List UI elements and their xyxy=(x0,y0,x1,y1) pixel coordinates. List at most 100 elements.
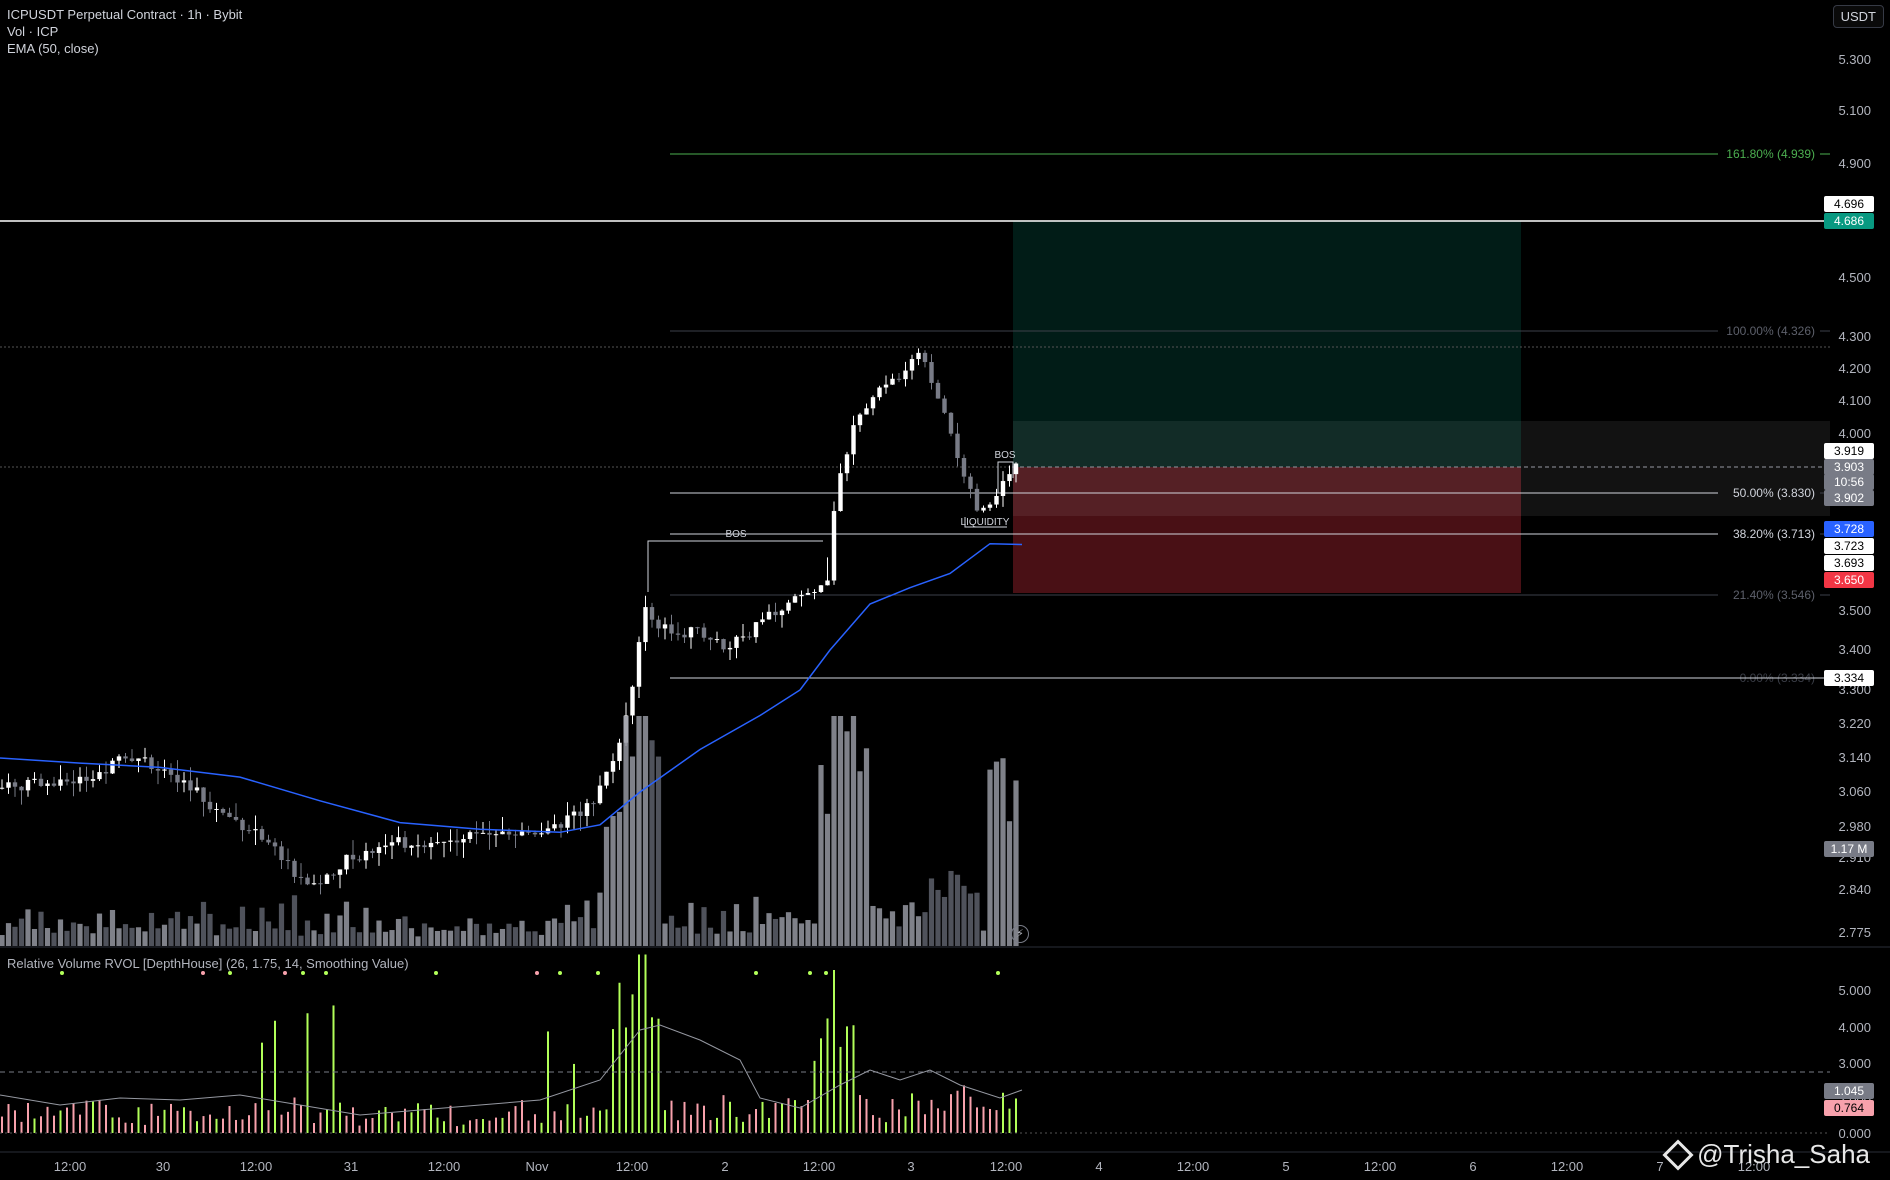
candle-body xyxy=(110,760,115,774)
price-tick-3.060: 3.060 xyxy=(1838,784,1871,799)
time-tick-16: 12:00 xyxy=(1551,1159,1584,1174)
price-tick-3.500: 3.500 xyxy=(1838,603,1871,618)
volume-bar xyxy=(278,903,285,946)
volume-bar xyxy=(389,930,395,946)
time-tick-4: 12:00 xyxy=(428,1159,461,1174)
volume-bar xyxy=(402,916,408,946)
candle-body xyxy=(1013,463,1019,475)
candle-body xyxy=(929,362,934,383)
volume-bar xyxy=(83,926,90,946)
candle-body xyxy=(435,842,440,844)
candle-body xyxy=(604,771,609,786)
currency-button[interactable]: USDT xyxy=(1832,5,1884,28)
candle-body xyxy=(552,824,557,829)
volume-bar xyxy=(766,913,772,946)
price-label-1.17 M: 1.17 M xyxy=(1831,842,1868,856)
fib-label-4: 21.40% (3.546) xyxy=(1733,588,1815,602)
candle-body xyxy=(324,874,330,884)
time-tick-7: 2 xyxy=(721,1159,728,1174)
candle-body xyxy=(519,831,525,836)
volume-bars xyxy=(0,716,1019,946)
liquidity-line xyxy=(964,517,1007,528)
time-tick-2: 12:00 xyxy=(240,1159,273,1174)
candle-body xyxy=(97,772,102,780)
price-tick-4.500: 4.500 xyxy=(1838,270,1871,285)
candle-body xyxy=(870,397,876,409)
candle-body xyxy=(298,876,304,878)
candle-body xyxy=(734,636,739,648)
price-tick-4.200: 4.200 xyxy=(1838,361,1871,376)
volume-bar xyxy=(499,928,506,946)
time-tick-0: 12:00 xyxy=(54,1159,87,1174)
symbol-title[interactable]: ICPUSDT Perpetual Contract · 1h · Bybit xyxy=(7,7,243,22)
volume-bar xyxy=(486,923,493,946)
volume-bar xyxy=(44,928,51,946)
volume-bar xyxy=(168,918,174,946)
price-label-3.723: 3.723 xyxy=(1834,539,1864,553)
candle-body xyxy=(123,756,128,759)
volume-bar xyxy=(213,935,220,946)
bos-label-2: BOS xyxy=(994,450,1015,461)
candle-body xyxy=(240,819,245,831)
volume-bar xyxy=(636,716,642,946)
volume-bar xyxy=(343,901,350,946)
volume-bar xyxy=(610,815,616,946)
candle-body xyxy=(383,845,388,848)
rvol-signal-dot xyxy=(324,971,328,975)
volume-bar xyxy=(376,920,382,946)
volume-bar xyxy=(304,920,311,946)
volume-bar xyxy=(558,922,564,946)
volume-bar xyxy=(1006,821,1013,946)
candle-body xyxy=(773,611,778,616)
time-tick-3: 31 xyxy=(344,1159,358,1174)
rvol-bars xyxy=(1,954,1017,1133)
candle-body xyxy=(168,769,174,775)
rvol-signal-dot xyxy=(824,971,828,975)
volume-bar xyxy=(454,926,460,946)
candle-body xyxy=(656,619,661,629)
candle-body xyxy=(58,779,63,786)
time-tick-15: 6 xyxy=(1469,1159,1476,1174)
lightning-icon[interactable]: ⚡ xyxy=(1011,925,1029,943)
volume-bar xyxy=(434,930,441,946)
candle-body xyxy=(513,834,518,836)
rvol-signal-dot xyxy=(996,971,1000,975)
candle-body xyxy=(207,801,213,810)
candle-body xyxy=(961,458,967,477)
volume-bar xyxy=(857,771,863,946)
volume-bar xyxy=(629,756,636,946)
volume-legend[interactable]: Vol · ICP xyxy=(7,24,59,39)
volume-bar xyxy=(785,912,792,946)
candle-body xyxy=(844,454,850,474)
volume-bar xyxy=(720,910,727,946)
ema-legend[interactable]: EMA (50, close) xyxy=(7,41,99,56)
rvol-tick-3.000: 3.000 xyxy=(1838,1056,1871,1071)
rvol-signal-dot xyxy=(558,971,562,975)
candle-body xyxy=(545,828,551,834)
volume-bar xyxy=(116,928,122,946)
volume-bar xyxy=(662,923,668,946)
volume-bar xyxy=(415,936,421,946)
candle-body xyxy=(565,815,570,828)
rvol-indicator-title[interactable]: Relative Volume RVOL [DepthHouse] (26, 1… xyxy=(7,956,409,971)
volume-bar xyxy=(363,907,369,946)
volume-bar xyxy=(545,920,551,946)
candle-body xyxy=(760,619,765,623)
volume-bar xyxy=(902,905,909,946)
price-tick-5.300: 5.300 xyxy=(1838,52,1871,67)
volume-bar xyxy=(460,930,467,946)
volume-bar xyxy=(571,921,577,946)
volume-bar xyxy=(707,927,714,946)
candle-body xyxy=(649,607,655,620)
rvol-signal-dot xyxy=(808,971,812,975)
candle-body xyxy=(669,624,674,634)
volume-bar xyxy=(935,889,941,946)
volume-bar xyxy=(441,929,447,946)
price-label-bg-3.903 xyxy=(1824,459,1874,475)
rvol-label-bg-0.764 xyxy=(1824,1100,1874,1116)
volume-bar xyxy=(220,924,226,946)
volume-bar xyxy=(473,923,480,946)
time-tick-18: 12:00 xyxy=(1738,1159,1771,1174)
volume-bar xyxy=(753,896,759,946)
